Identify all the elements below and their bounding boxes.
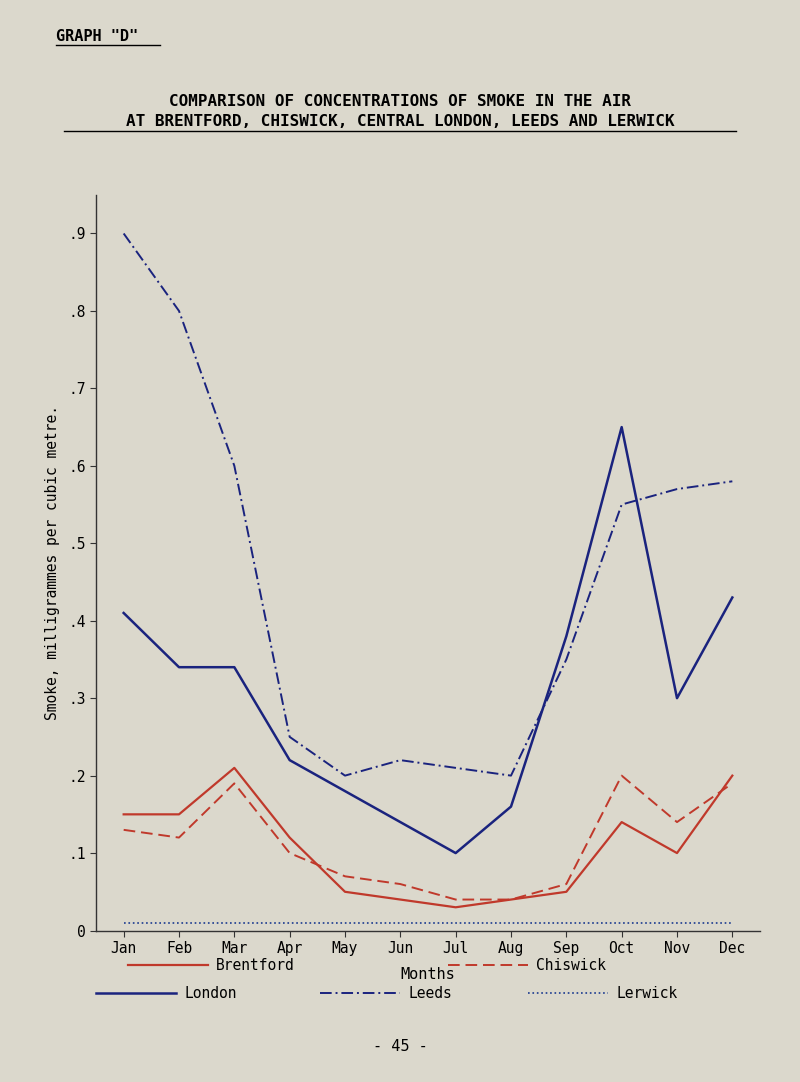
X-axis label: Months: Months bbox=[401, 967, 455, 982]
Text: Chiswick: Chiswick bbox=[536, 958, 606, 973]
Text: London: London bbox=[184, 986, 237, 1001]
Y-axis label: Smoke, milligrammes per cubic metre.: Smoke, milligrammes per cubic metre. bbox=[45, 405, 60, 721]
Text: GRAPH "D": GRAPH "D" bbox=[56, 29, 138, 44]
Text: AT BRENTFORD, CHISWICK, CENTRAL LONDON, LEEDS AND LERWICK: AT BRENTFORD, CHISWICK, CENTRAL LONDON, … bbox=[126, 114, 674, 129]
Text: COMPARISON OF CONCENTRATIONS OF SMOKE IN THE AIR: COMPARISON OF CONCENTRATIONS OF SMOKE IN… bbox=[169, 94, 631, 109]
Text: Leeds: Leeds bbox=[408, 986, 452, 1001]
Text: Brentford: Brentford bbox=[216, 958, 294, 973]
Text: Lerwick: Lerwick bbox=[616, 986, 678, 1001]
Text: - 45 -: - 45 - bbox=[373, 1039, 427, 1054]
